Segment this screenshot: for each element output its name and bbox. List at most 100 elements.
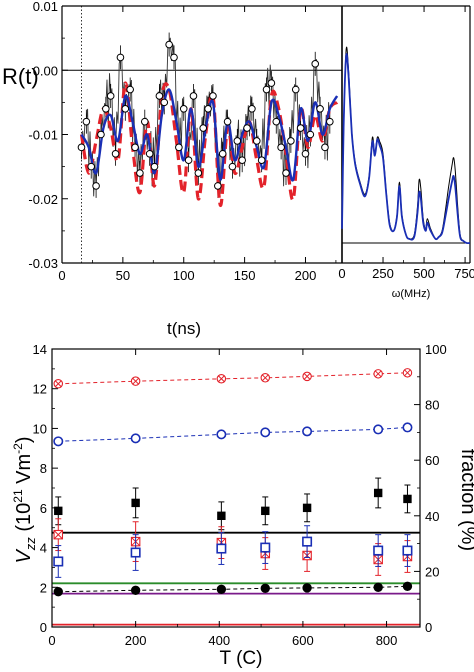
rt-y-tick-label: -0.02 [28,192,58,207]
spectrum-x-axis-label: ω(MHz) [392,288,431,300]
vzz-y-axis-label: Vzz (1021 Vm-2) [11,436,38,563]
vzz-open-square-point [302,536,313,547]
vzz-filled-square-point [373,488,383,498]
rt-y-tick-label: 0.00 [33,63,58,78]
spectrum-x-tick-label: 250 [372,266,394,281]
rt-data-point [209,92,217,100]
vzz-x-tick-label: 600 [292,633,314,648]
vzz-open-square-point [260,542,271,553]
vzz-x-axis-label: T (C) [220,648,263,669]
vzz-open-circle-point [130,433,141,444]
rt-data-point [316,105,324,113]
rt-data-point [97,130,105,139]
vzz-filled-square-point [403,494,412,504]
vzz-crossed-circle-cross [374,370,382,378]
vzz-open-circle-point [302,426,313,437]
spectrum-data-curve [341,46,471,244]
vzz-series-dashed-line [58,585,408,593]
spectrum-x-tick-label: 500 [413,266,435,281]
vzz-y-tick-label: 0 [40,620,47,635]
rt-data-point [238,156,246,164]
rt-data-point [194,169,203,177]
rt-x-tick-label: 50 [116,268,130,283]
vzz-x-tick-label: 0 [48,633,55,648]
fraction-y-tick-label: 40 [425,509,439,524]
vzz-filled-square-point [302,503,312,513]
rt-data-point [150,162,159,171]
rt-data-point [189,92,198,100]
vzz-open-square-point [130,547,141,558]
rt-data-point [267,79,276,87]
rt-x-tick-label: 0 [58,268,65,283]
vzz-crossed-circle-cross [404,369,411,377]
rt-data-point [77,143,86,152]
fraction-y-tick-label: 0 [425,620,432,635]
rt-x-axis-label: t(ns) [167,319,201,338]
rt-y-axis-label: R(t) [2,64,39,89]
vzz-crossed-circle-cross [54,380,62,388]
vzz-filled-circle-point [130,585,141,595]
vzz-filled-square-point [217,511,226,520]
vzz-open-circle-point [53,436,64,447]
fraction-y-tick-label: 80 [425,398,439,413]
rt-fit-curve [80,88,339,182]
rt-data-point [243,124,251,132]
vzz-open-square-point [373,545,384,556]
vzz-crossed-circle-cross [303,373,311,380]
rt-data-point [165,40,173,49]
rt-data-point [277,143,285,152]
rt-data-point [296,124,305,132]
vzz-plot-frame [51,348,421,628]
rt-data-point [140,117,149,126]
rt-x-tick-label: 150 [234,268,256,283]
vzz-crossed-square-cross [53,530,63,540]
vzz-filled-square-point [261,506,270,516]
rt-data-point [87,162,96,171]
rt-data-point [228,162,237,171]
vzz-y-tick-label: 2 [40,580,47,595]
rt-data-trace [81,37,331,197]
rt-y-tick-label: -0.03 [28,256,58,271]
vzz-x-tick-label: 400 [208,633,230,648]
vzz-crossed-circle-cross [261,374,269,382]
rt-data-point [311,60,320,68]
vzz-y-tick-label: 12 [33,382,47,397]
rt-data-point [199,124,208,132]
rt-data-point [145,149,154,158]
vzz-x-tick-label: 200 [125,633,147,648]
vzz-filled-circle-point [216,584,227,594]
vzz-series-dashed-line [58,426,408,442]
rt-plot-area [77,32,339,207]
vzz-open-circle-point [402,422,413,433]
spectrum-panel: ω(MHz) 0 250 500 750 [338,5,474,300]
rt-data-point [287,137,295,145]
rt-data-point [155,92,164,100]
rt-data-point [82,117,91,126]
vzz-series-dashed-line [58,372,408,385]
vzz-filled-circle-point [402,581,413,591]
rt-data-point [218,149,227,158]
vzz-y-tick-label: 4 [40,541,47,556]
rt-data-point [175,143,183,152]
rt-data-point [257,156,266,164]
vzz-open-square-point [53,556,64,567]
spectrum-x-tick-label: 750 [454,266,474,281]
vzz-x-tick-label: 800 [376,633,398,648]
rt-data-point [106,92,115,100]
rt-data-point [126,85,134,94]
rt-data-point [204,105,212,113]
rt-data-point [262,85,271,94]
rt-data-point [179,105,188,113]
rt-data-point [282,169,290,177]
vzz-filled-circle-point [373,582,383,592]
rt-data-point [214,182,222,190]
rt-x-tick-label: 200 [295,268,317,283]
vzz-temperature-panel: T (C) Vzz (1021 Vm-2) fraction (%) 0 200 4… [11,342,474,669]
rt-data-point [184,156,193,164]
rt-y-tick-label: 0.01 [33,0,58,14]
rt-data-point [272,117,281,126]
vzz-crossed-circle-cross [218,375,225,383]
rt-data-point [121,105,130,113]
rt-data-point [301,149,310,158]
rt-data-point [291,85,300,94]
